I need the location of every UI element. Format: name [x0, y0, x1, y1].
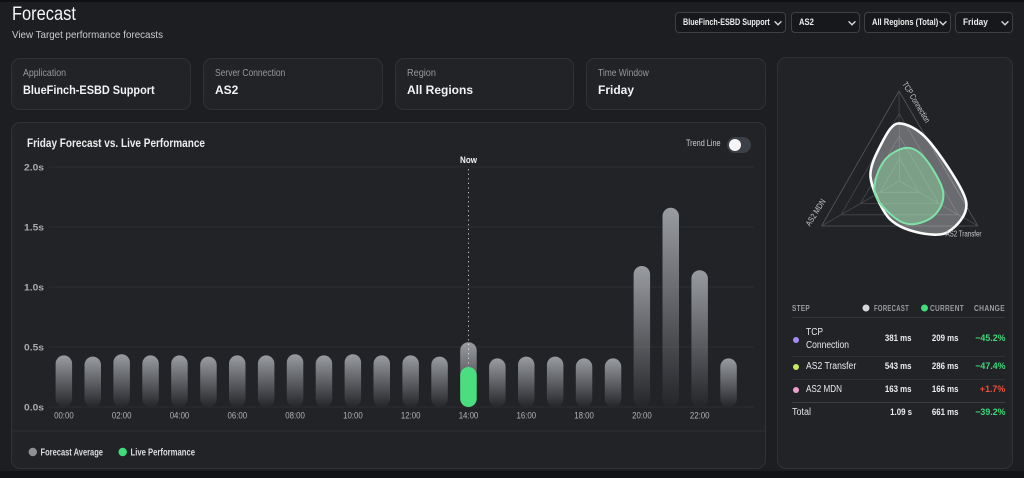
svg-text:0.5s: 0.5s: [24, 343, 44, 354]
svg-text:12:00: 12:00: [401, 411, 421, 421]
svg-text:STEP: STEP: [792, 304, 810, 313]
svg-text:00:00: 00:00: [54, 411, 74, 421]
svg-text:22:00: 22:00: [690, 411, 710, 421]
svg-text:20:00: 20:00: [632, 411, 652, 421]
svg-text:08:00: 08:00: [285, 411, 305, 421]
svg-text:2.0s: 2.0s: [24, 163, 44, 174]
svg-text:1.0s: 1.0s: [24, 283, 44, 294]
svg-text:Forecast Average: Forecast Average: [41, 448, 104, 459]
svg-text:FORECAST: FORECAST: [874, 304, 909, 313]
svg-text:04:00: 04:00: [170, 411, 190, 421]
svg-text:Live Performance: Live Performance: [131, 448, 196, 459]
svg-text:AS2 Transfer: AS2 Transfer: [946, 229, 982, 239]
svg-text:16:00: 16:00: [517, 411, 537, 421]
svg-text:0.0s: 0.0s: [24, 403, 44, 414]
svg-text:06:00: 06:00: [228, 411, 248, 421]
svg-text:CURRENT: CURRENT: [930, 304, 964, 313]
svg-text:AS2 MDN: AS2 MDN: [803, 197, 827, 228]
svg-text:02:00: 02:00: [112, 411, 132, 421]
svg-text:CHANGE: CHANGE: [974, 304, 1005, 313]
svg-text:18:00: 18:00: [574, 411, 594, 421]
svg-text:1.5s: 1.5s: [24, 223, 44, 234]
svg-text:10:00: 10:00: [343, 411, 363, 421]
svg-text:14:00: 14:00: [459, 411, 479, 421]
svg-text:Now: Now: [460, 155, 478, 165]
